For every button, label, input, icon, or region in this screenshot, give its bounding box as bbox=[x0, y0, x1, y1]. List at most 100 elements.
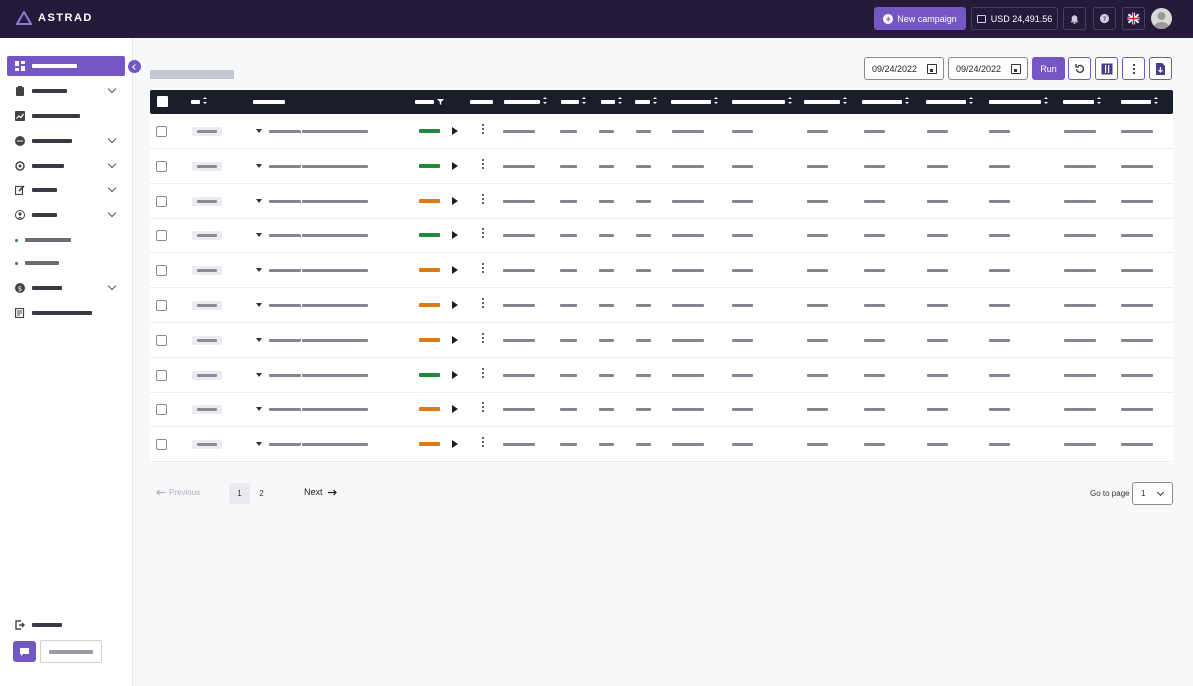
column-header[interactable] bbox=[191, 97, 207, 104]
row-checkbox[interactable] bbox=[156, 230, 167, 242]
sidebar-item-messages[interactable] bbox=[7, 131, 125, 151]
table-row[interactable] bbox=[150, 253, 1173, 289]
balance-button[interactable]: USD 24,491.56 bbox=[971, 7, 1058, 30]
column-header[interactable] bbox=[1121, 97, 1158, 104]
row-checkbox[interactable] bbox=[156, 334, 167, 346]
column-header[interactable] bbox=[862, 97, 909, 104]
sidebar-subitem-1[interactable] bbox=[7, 230, 125, 250]
row-checkbox[interactable] bbox=[156, 126, 167, 137]
columns-button[interactable] bbox=[1095, 57, 1118, 80]
row-menu-icon[interactable] bbox=[481, 193, 484, 204]
play-icon[interactable] bbox=[452, 196, 458, 205]
sidebar-item-logout[interactable] bbox=[7, 615, 125, 635]
language-button[interactable] bbox=[1122, 7, 1145, 30]
column-header[interactable] bbox=[635, 97, 657, 104]
table-row[interactable] bbox=[150, 288, 1173, 323]
row-menu-icon[interactable] bbox=[481, 332, 484, 343]
expand-caret-icon[interactable] bbox=[256, 268, 262, 273]
table-row[interactable] bbox=[150, 114, 1173, 149]
play-icon[interactable] bbox=[452, 405, 458, 414]
expand-caret-icon[interactable] bbox=[256, 163, 262, 168]
row-checkbox[interactable] bbox=[156, 195, 167, 207]
sidebar-item-analytics[interactable] bbox=[7, 106, 125, 126]
sidebar-item-edit[interactable] bbox=[7, 180, 125, 200]
table-row[interactable] bbox=[150, 427, 1173, 463]
row-menu-icon[interactable] bbox=[481, 263, 484, 274]
date-to-input[interactable]: 09/24/2022 bbox=[948, 57, 1028, 80]
column-header[interactable] bbox=[671, 97, 718, 104]
filter-icon[interactable] bbox=[437, 99, 444, 105]
column-header[interactable] bbox=[561, 97, 586, 104]
help-button[interactable]: ? bbox=[1093, 7, 1116, 30]
column-header[interactable] bbox=[504, 97, 547, 104]
sidebar-item-dashboard[interactable] bbox=[7, 56, 125, 76]
next-page-button[interactable]: Next bbox=[304, 487, 337, 497]
row-menu-icon[interactable] bbox=[481, 158, 484, 169]
expand-caret-icon[interactable] bbox=[256, 129, 262, 133]
page-1-button[interactable]: 1 bbox=[229, 483, 250, 504]
table-row[interactable] bbox=[150, 218, 1173, 254]
goto-page-select[interactable]: 1 bbox=[1132, 482, 1173, 505]
table-row[interactable] bbox=[150, 149, 1173, 184]
row-menu-icon[interactable] bbox=[481, 402, 484, 413]
row-checkbox[interactable] bbox=[156, 265, 167, 277]
column-header[interactable] bbox=[732, 97, 792, 104]
sidebar-item-targeting[interactable] bbox=[7, 156, 125, 176]
calendar-icon[interactable] bbox=[1011, 64, 1021, 74]
date-from-input[interactable]: 09/24/2022 bbox=[864, 57, 944, 80]
notifications-button[interactable] bbox=[1063, 7, 1086, 30]
row-menu-icon[interactable] bbox=[481, 367, 484, 378]
row-menu-icon[interactable] bbox=[481, 228, 484, 239]
column-header[interactable] bbox=[415, 99, 444, 105]
sidebar-item-billing[interactable]: $ bbox=[7, 278, 125, 298]
column-header[interactable] bbox=[989, 97, 1048, 104]
column-header[interactable] bbox=[1063, 97, 1101, 104]
play-icon[interactable] bbox=[452, 335, 458, 344]
user-avatar[interactable] bbox=[1151, 8, 1172, 29]
play-icon[interactable] bbox=[452, 301, 458, 309]
row-checkbox[interactable] bbox=[156, 404, 167, 416]
row-checkbox[interactable] bbox=[156, 300, 167, 311]
table-row[interactable] bbox=[150, 323, 1173, 358]
play-icon[interactable] bbox=[452, 231, 458, 240]
row-checkbox[interactable] bbox=[156, 160, 167, 172]
play-icon[interactable] bbox=[452, 440, 458, 449]
play-icon[interactable] bbox=[452, 161, 458, 170]
column-header[interactable] bbox=[601, 97, 622, 104]
row-menu-icon[interactable] bbox=[481, 298, 484, 308]
row-checkbox[interactable] bbox=[156, 369, 167, 381]
expand-caret-icon[interactable] bbox=[256, 407, 262, 412]
row-menu-icon[interactable] bbox=[481, 124, 484, 134]
run-button[interactable]: Run bbox=[1032, 57, 1065, 80]
table-row[interactable] bbox=[150, 184, 1173, 219]
calendar-icon[interactable] bbox=[927, 64, 937, 74]
sidebar-item-reports[interactable] bbox=[7, 303, 125, 323]
play-icon[interactable] bbox=[452, 266, 458, 275]
sidebar-subitem-2[interactable] bbox=[7, 253, 125, 273]
table-row[interactable] bbox=[150, 358, 1173, 393]
expand-caret-icon[interactable] bbox=[256, 337, 262, 342]
logo[interactable]: ASTRAD bbox=[16, 11, 93, 25]
sidebar-item-clipboard[interactable] bbox=[7, 81, 125, 101]
chat-input[interactable] bbox=[40, 640, 102, 663]
row-checkbox[interactable] bbox=[156, 439, 167, 451]
sidebar-collapse-button[interactable] bbox=[128, 60, 141, 73]
export-button[interactable] bbox=[1149, 57, 1172, 80]
play-icon[interactable] bbox=[452, 127, 458, 135]
previous-page-button[interactable]: Previous bbox=[156, 488, 200, 497]
play-icon[interactable] bbox=[452, 370, 458, 379]
page-2-button[interactable]: 2 bbox=[259, 489, 264, 498]
expand-caret-icon[interactable] bbox=[256, 372, 262, 377]
chat-button[interactable] bbox=[13, 641, 36, 662]
select-all-checkbox[interactable] bbox=[157, 96, 168, 107]
new-campaign-button[interactable]: + New campaign bbox=[874, 7, 966, 30]
sidebar-item-account[interactable] bbox=[7, 205, 125, 225]
expand-caret-icon[interactable] bbox=[256, 198, 262, 203]
column-header[interactable] bbox=[804, 97, 847, 104]
expand-caret-icon[interactable] bbox=[256, 233, 262, 238]
expand-caret-icon[interactable] bbox=[256, 442, 262, 447]
table-row[interactable] bbox=[150, 392, 1173, 428]
more-options-button[interactable] bbox=[1122, 57, 1145, 80]
column-header[interactable] bbox=[926, 97, 973, 104]
expand-caret-icon[interactable] bbox=[256, 303, 262, 307]
